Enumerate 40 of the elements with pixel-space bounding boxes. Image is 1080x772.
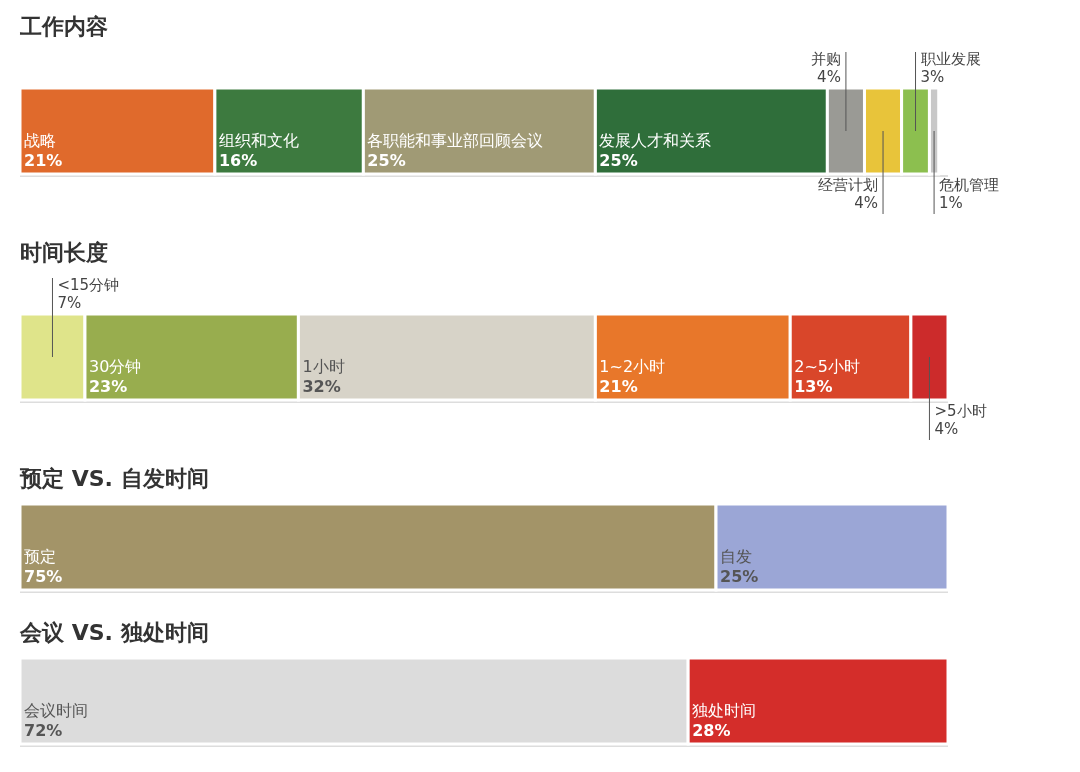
data-label: 7% [57, 294, 82, 312]
data-label: 21% [24, 151, 63, 170]
series-label: 并购 [810, 50, 841, 68]
data-label: 4% [854, 194, 879, 212]
series-label: 预定 [24, 547, 56, 566]
data-label: 4% [817, 68, 841, 86]
data-label: 25% [599, 151, 638, 170]
series-label: 危机管理 [939, 176, 1000, 194]
series-label: 职业发展 [920, 50, 981, 68]
chart-title: 会议 VS. 独处时间 [19, 620, 209, 645]
data-label: 4% [934, 420, 959, 438]
series-label: 会议时间 [24, 701, 88, 720]
data-label: 75% [24, 567, 63, 586]
data-label: 25% [367, 151, 406, 170]
series-label: 各职能和事业部回顾会议 [367, 131, 544, 150]
data-label: 32% [302, 377, 341, 396]
series-label: 自发 [720, 547, 752, 566]
series-label: 独处时间 [692, 701, 757, 720]
series-label: 1~2小时 [599, 357, 666, 376]
series-label: 1小时 [302, 357, 345, 376]
chart-title: 预定 VS. 自发时间 [19, 466, 209, 491]
data-label: 21% [599, 377, 638, 396]
data-label: 3% [920, 68, 945, 86]
series-label: 战略 [24, 131, 56, 150]
series-label: 发展人才和关系 [599, 131, 712, 150]
data-label: 72% [24, 721, 63, 740]
series-label: >5小时 [934, 402, 987, 420]
series-label: 30分钟 [88, 357, 142, 376]
series-label: 2~5小时 [794, 357, 861, 376]
series-label: 经营计划 [818, 176, 879, 194]
series-label: <15分钟 [57, 276, 120, 294]
data-label: 16% [218, 151, 258, 170]
data-label: 23% [88, 377, 128, 396]
chart-title: 工作内容 [19, 14, 108, 39]
data-label: 13% [794, 377, 833, 396]
data-label: 28% [692, 721, 731, 740]
series-label: 组织和文化 [218, 131, 299, 150]
data-label: 1% [939, 194, 963, 212]
data-label: 25% [720, 567, 759, 586]
chart-title: 时间长度 [20, 240, 108, 265]
